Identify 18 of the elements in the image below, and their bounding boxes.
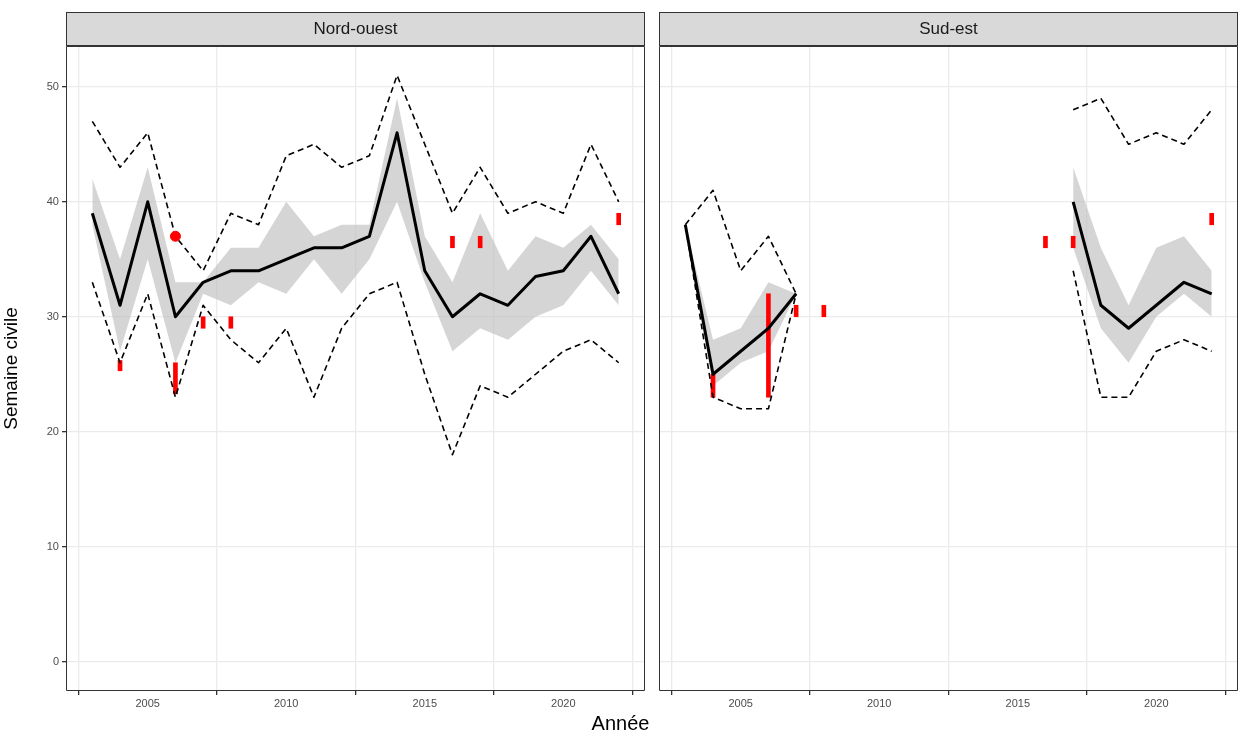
x-axis-title: Année <box>590 712 651 735</box>
y-tick-label: 20 <box>46 424 59 437</box>
y-tick-label: 30 <box>46 309 59 322</box>
x-tick-label: 2015 <box>412 696 437 709</box>
x-tick-label: 2010 <box>867 696 892 709</box>
y-axis-title: Semaine civile <box>0 307 21 430</box>
chart-title: Nord-ouest <box>66 12 645 46</box>
chart-title: Sud-est <box>659 12 1238 46</box>
y-tick-label: 40 <box>46 194 59 207</box>
x-tick-label: 2005 <box>135 696 160 709</box>
y-tick-label: 0 <box>52 654 59 667</box>
x-tick-label: 2020 <box>1144 696 1169 709</box>
x-tick-label: 2015 <box>1005 696 1030 709</box>
y-tick-label: 10 <box>46 539 59 552</box>
x-tick-label: 2005 <box>728 696 753 709</box>
y-tick-label: 50 <box>46 79 59 92</box>
x-tick-label: 2020 <box>551 696 576 709</box>
x-tick-label: 2010 <box>274 696 299 709</box>
